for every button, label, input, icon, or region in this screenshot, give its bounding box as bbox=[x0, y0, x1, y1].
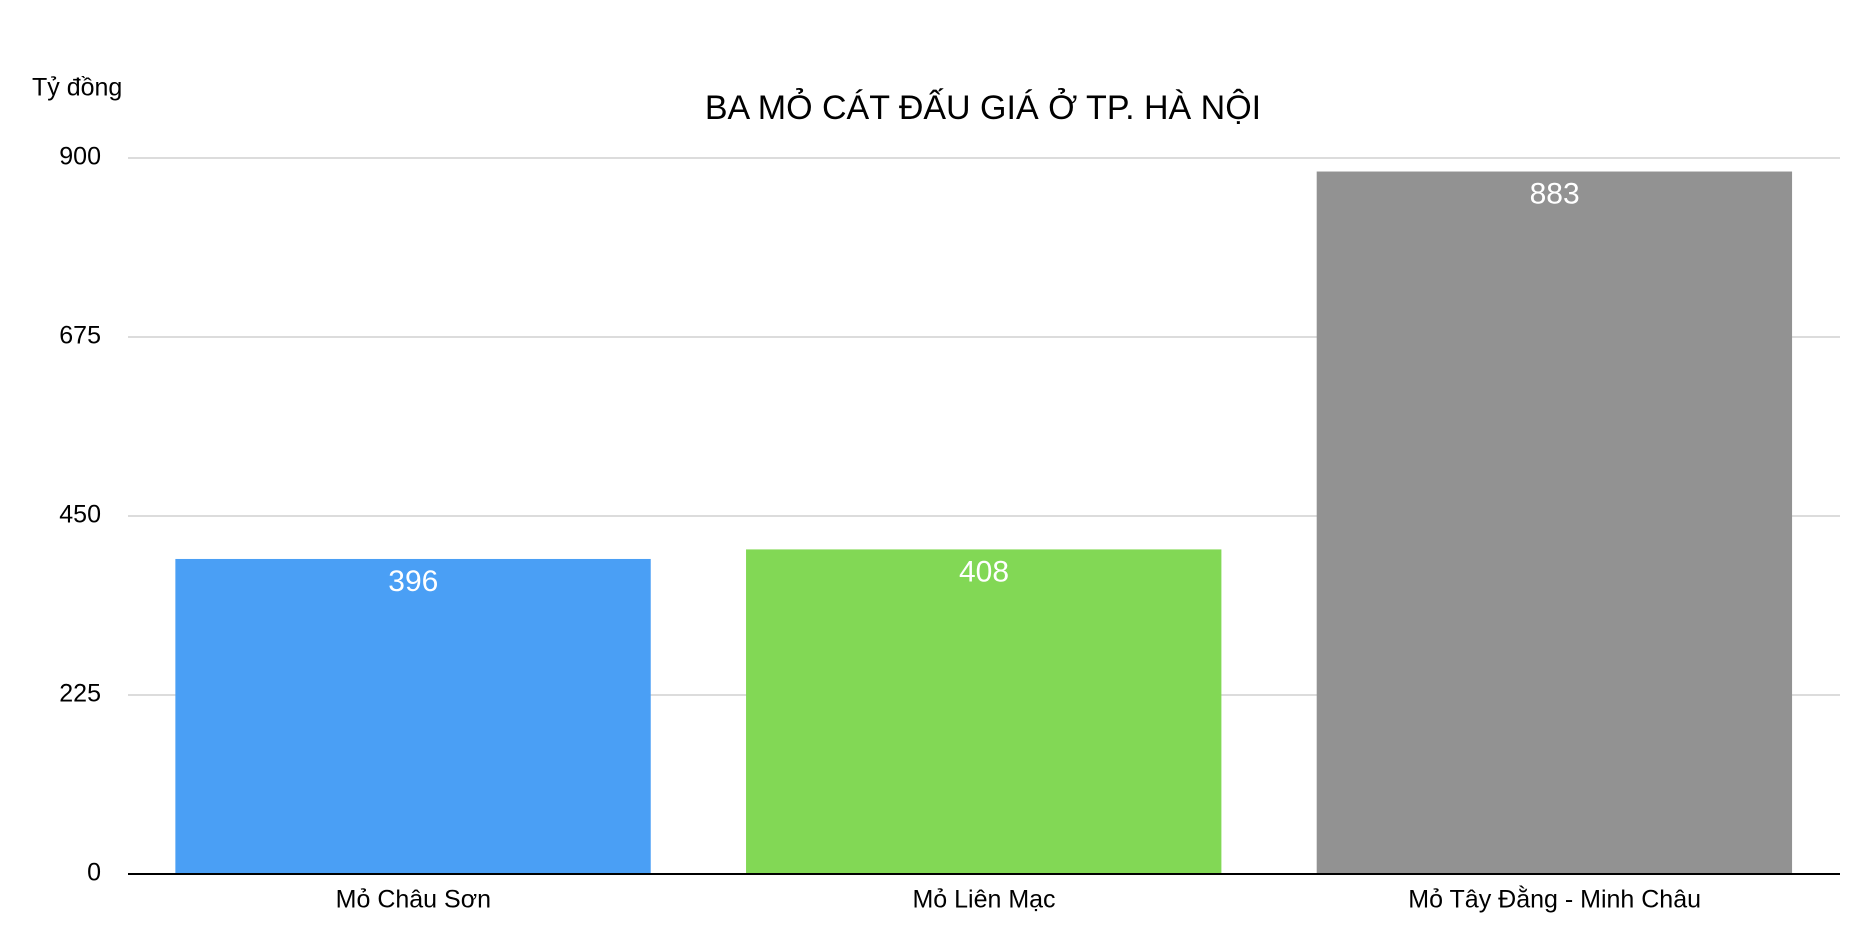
y-tick-label: 0 bbox=[87, 859, 101, 887]
value-label: 408 bbox=[959, 555, 1009, 588]
x-tick-label: Mỏ Châu Sơn bbox=[336, 886, 491, 914]
y-axis-label: Tỷ đồng bbox=[32, 74, 122, 102]
y-tick-label: 900 bbox=[59, 143, 101, 171]
x-tick-label: Mỏ Tây Đằng - Minh Châu bbox=[1408, 885, 1701, 914]
y-tick-label: 450 bbox=[59, 501, 101, 529]
bar bbox=[746, 549, 1222, 874]
y-tick-label: 225 bbox=[59, 680, 101, 708]
bar bbox=[1316, 171, 1793, 875]
x-tick-label: Mỏ Liên Mạc bbox=[912, 886, 1055, 914]
value-label: 883 bbox=[1530, 177, 1580, 210]
y-tick-label: 675 bbox=[59, 322, 101, 350]
chart-title: BA MỎ CÁT ĐẤU GIÁ Ở TP. HÀ NỘI bbox=[705, 89, 1261, 127]
bar bbox=[175, 558, 651, 874]
value-label: 396 bbox=[388, 565, 438, 598]
